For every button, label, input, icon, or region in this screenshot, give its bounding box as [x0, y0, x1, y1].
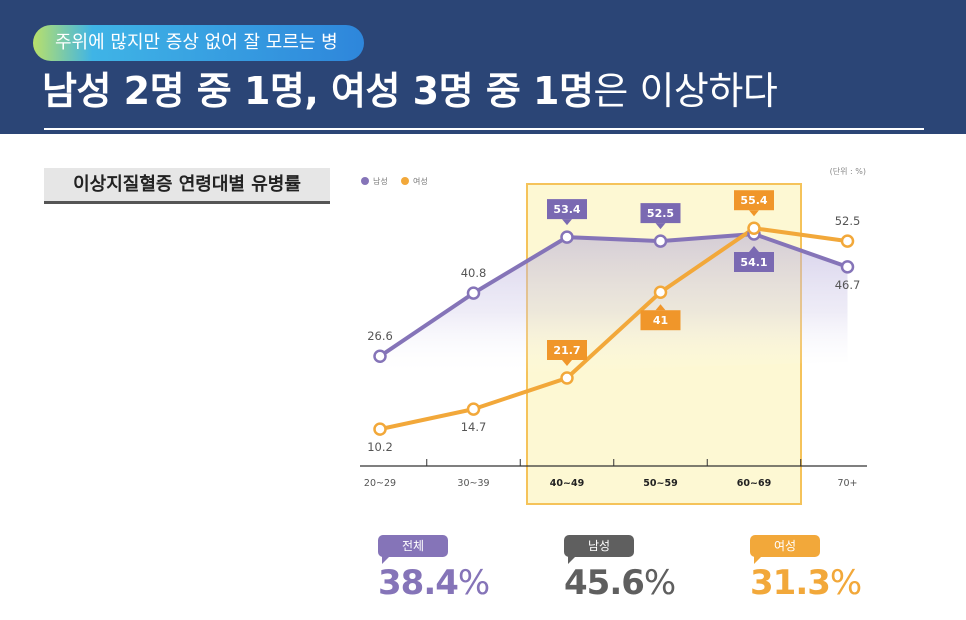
- data-label-box: [734, 190, 774, 211]
- data-label: 55.4: [740, 194, 767, 207]
- x-tick-label: 30~39: [457, 478, 489, 489]
- x-tick-label: 60~69: [737, 478, 771, 489]
- data-point: [747, 221, 761, 235]
- data-label-pointer: [749, 246, 759, 252]
- male-area: [380, 234, 848, 377]
- stat-male-tag: 남성: [564, 535, 634, 564]
- data-label-box: [547, 199, 587, 220]
- data-label: 52.5: [835, 214, 861, 228]
- stat-male-value: 45.6%: [564, 563, 676, 603]
- headline-light: 은 이상하다: [593, 69, 778, 113]
- page-headline: 남성 2명 중 1명, 여성 3명 중 1명은 이상하다: [42, 62, 778, 120]
- data-point: [840, 234, 855, 248]
- legend-dot-0: [361, 177, 369, 185]
- data-label: 53.4: [553, 203, 580, 216]
- data-label: 10.2: [367, 440, 393, 454]
- x-tick-label: 20~29: [364, 478, 396, 489]
- x-tick-label: 40~49: [550, 478, 584, 489]
- stat-total-value: 38.4%: [378, 563, 490, 603]
- legend-dot-1: [401, 177, 409, 185]
- chart-title: 이상지질혈증 연령대별 유병률: [44, 168, 330, 204]
- data-label: 40.8: [461, 266, 487, 280]
- data-point: [466, 286, 481, 300]
- data-label: 52.5: [647, 207, 674, 220]
- data-label-pointer: [562, 360, 572, 366]
- series-line-1: [378, 226, 850, 432]
- stat-female-value: 31.3%: [750, 563, 862, 603]
- stat-female-tag: 여성: [750, 535, 820, 564]
- x-tick-label: 70+: [837, 478, 857, 489]
- data-label: 14.7: [461, 420, 487, 434]
- data-label-box: [640, 310, 681, 331]
- data-label-pointer: [655, 304, 666, 311]
- data-label: 41: [653, 314, 668, 327]
- data-point: [373, 422, 387, 436]
- data-label-pointer: [655, 223, 666, 230]
- x-tick-label: 50~59: [643, 478, 677, 489]
- unit-label: (단위 : %): [830, 166, 866, 176]
- data-point: [373, 349, 387, 363]
- legend-label-0: 남성: [373, 177, 388, 186]
- header-banner: 주위에 많지만 증상 없어 잘 모르는 병 남성 2명 중 1명, 여성 3명 …: [0, 0, 966, 134]
- data-point: [560, 371, 574, 385]
- data-point: [560, 230, 574, 244]
- data-label: 46.7: [835, 278, 861, 292]
- data-label: 21.7: [553, 344, 580, 357]
- headline-bold: 남성 2명 중 1명, 여성 3명 중 1명: [42, 69, 594, 113]
- stat-total-tag: 전체: [378, 535, 448, 564]
- data-point: [840, 260, 855, 274]
- data-label-pointer: [562, 219, 572, 226]
- series-line-0: [378, 232, 850, 359]
- legend-label-1: 여성: [413, 176, 428, 186]
- data-label-pointer: [749, 210, 759, 217]
- header-divider: [44, 128, 924, 130]
- subtitle-pill: 주위에 많지만 증상 없어 잘 모르는 병: [33, 25, 364, 61]
- data-label: 26.6: [367, 329, 393, 343]
- data-label: 54.1: [740, 256, 767, 269]
- data-label-box: [547, 340, 587, 360]
- data-point: [466, 402, 481, 416]
- data-label-box: [734, 252, 774, 272]
- data-label-box: [640, 203, 681, 224]
- data-point: [653, 234, 668, 248]
- data-point: [653, 285, 668, 299]
